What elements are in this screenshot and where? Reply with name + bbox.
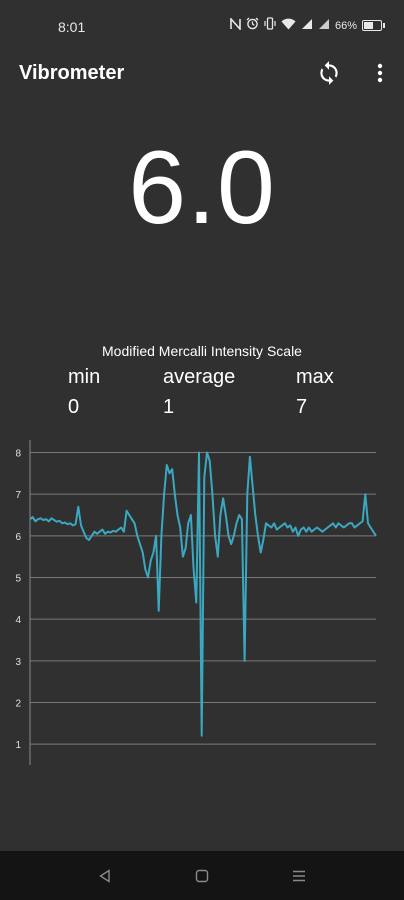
app-title: Vibrometer [19,62,125,84]
back-triangle-icon [99,869,110,883]
more-vert-icon [377,63,383,83]
min-value: 0 [68,396,80,418]
navigation-bar [0,851,404,900]
average-label: average [163,366,236,388]
max-label: max [296,366,334,388]
y-tick-label: 1 [15,740,21,751]
refresh-button[interactable] [312,56,346,90]
y-tick-label: 3 [15,657,21,668]
alarm-icon [246,17,259,34]
status-time: 8:01 [58,19,86,35]
signal-icon [318,18,330,34]
max-value: 7 [296,396,308,418]
battery-fill [364,22,374,29]
nfc-icon [230,16,241,34]
vibration-reading: 6.0 [128,130,276,246]
back-button[interactable] [92,863,118,889]
battery-percent: 66% [334,19,357,32]
y-tick-label: 8 [15,449,21,460]
y-tick-label: 5 [15,574,21,585]
intensity-series-line [29,451,377,737]
battery-icon [362,20,385,31]
vibration-chart: 1 2 3 4 5 6 7 8 [15,440,377,765]
average-value: 1 [163,396,175,418]
y-tick-label: 6 [15,532,21,543]
y-tick-label: 4 [15,615,21,626]
wifi-icon [281,18,296,34]
overflow-menu-button[interactable] [366,56,394,90]
vibrate-icon [264,17,276,34]
refresh-icon [320,61,338,85]
signal-icon [301,18,313,34]
home-square-icon [195,869,209,883]
recents-button[interactable] [286,863,312,889]
scale-title: Modified Mercalli Intensity Scale [102,343,302,359]
status-bar: 8:01 66% [0,0,404,56]
recents-menu-icon [293,870,305,882]
app-bar: Vibrometer [0,56,404,92]
min-label: min [68,366,101,388]
y-tick-label: 2 [15,699,21,710]
status-indicators: 66% [230,16,385,34]
home-button[interactable] [189,863,215,889]
y-tick-label: 7 [15,490,21,501]
